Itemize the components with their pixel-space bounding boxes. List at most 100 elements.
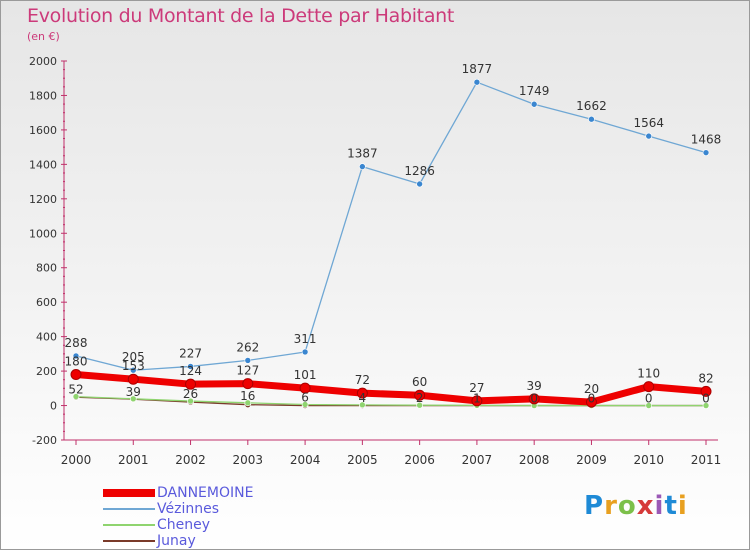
y-tick-label: 1200 xyxy=(29,193,57,206)
data-label: 1387 xyxy=(347,147,378,161)
legend-swatch xyxy=(103,524,155,526)
data-label: 39 xyxy=(126,385,141,399)
data-label: 1286 xyxy=(404,164,435,178)
data-label: 26 xyxy=(183,387,198,401)
x-tick-label: 2000 xyxy=(61,453,92,467)
data-label: 27 xyxy=(469,381,484,395)
data-point xyxy=(645,132,653,140)
data-point xyxy=(72,352,80,360)
data-point xyxy=(301,348,309,356)
data-point xyxy=(244,357,252,364)
data-label: 20 xyxy=(584,382,599,396)
x-tick-label: 2009 xyxy=(576,453,607,467)
x-tick-label: 2008 xyxy=(519,453,550,467)
x-tick-label: 2011 xyxy=(691,453,722,467)
data-point xyxy=(127,373,139,385)
y-tick-label: 800 xyxy=(36,262,57,275)
logo-letter: P xyxy=(584,491,605,521)
logo-letter: i xyxy=(654,491,665,521)
y-tick-label: 1000 xyxy=(29,227,57,240)
chart-subtitle: (en €) xyxy=(27,30,60,43)
data-point xyxy=(416,401,423,409)
data-label: 1 xyxy=(473,391,481,405)
legend-swatch xyxy=(103,508,155,510)
data-label: 4 xyxy=(359,391,367,405)
data-point xyxy=(414,389,426,401)
data-label: 127 xyxy=(236,364,259,378)
y-tick-label: 200 xyxy=(36,365,57,378)
data-label: 1662 xyxy=(576,99,607,113)
data-point xyxy=(359,401,366,409)
data-label: 180 xyxy=(65,355,88,369)
data-label: 60 xyxy=(412,375,427,389)
data-label: 1877 xyxy=(462,62,493,76)
data-point xyxy=(244,399,252,407)
data-point xyxy=(473,78,481,86)
data-point xyxy=(702,149,710,156)
legend-label: DANNEMOINE xyxy=(157,485,254,501)
data-point xyxy=(129,395,137,403)
data-point xyxy=(530,100,538,108)
data-point xyxy=(185,378,197,390)
data-point xyxy=(585,396,597,408)
data-label: 262 xyxy=(236,340,259,354)
data-label: 72 xyxy=(355,373,370,387)
data-label: 205 xyxy=(122,350,145,364)
data-label: 153 xyxy=(122,359,145,373)
chart-title: Evolution du Montant de la Dette par Hab… xyxy=(27,5,455,27)
data-label: 1749 xyxy=(519,84,550,98)
data-point xyxy=(242,378,254,390)
data-point xyxy=(528,393,540,405)
x-tick-label: 2002 xyxy=(175,453,206,467)
series-line-cheney xyxy=(75,395,706,407)
data-label: 101 xyxy=(294,368,317,382)
data-point xyxy=(301,401,309,408)
x-tick-label: 2001 xyxy=(118,453,149,467)
data-label: 39 xyxy=(527,379,542,393)
x-tick-label: 2004 xyxy=(290,453,321,467)
data-point xyxy=(187,397,194,405)
data-label: 52 xyxy=(68,383,83,397)
y-tick-label: 0 xyxy=(50,400,57,413)
series-line-vézinnes xyxy=(75,81,707,371)
data-label: 0 xyxy=(702,392,710,406)
data-point xyxy=(416,180,423,188)
legend-label: Vézinnes xyxy=(157,501,219,517)
data-label: 227 xyxy=(179,346,202,360)
data-label: 288 xyxy=(65,336,88,350)
data-point xyxy=(643,381,655,393)
data-label: 1468 xyxy=(691,133,722,147)
data-point xyxy=(129,366,137,374)
data-point xyxy=(588,115,595,123)
data-label: 0 xyxy=(530,392,538,406)
proxiti-logo: Proxiti xyxy=(584,491,688,521)
legend-label: Junay xyxy=(157,533,196,549)
logo-letter: i xyxy=(677,491,688,521)
logo-letter: t xyxy=(664,491,678,521)
x-tick-label: 2010 xyxy=(633,453,664,467)
data-label: 82 xyxy=(698,371,713,385)
data-label: 1564 xyxy=(633,116,664,130)
data-point xyxy=(702,402,710,409)
data-point xyxy=(645,402,653,409)
logo-letter: o xyxy=(617,491,637,521)
legend-swatch xyxy=(103,489,155,497)
data-label: 0 xyxy=(588,392,596,406)
x-tick-label: 2005 xyxy=(347,453,378,467)
logo-letter: x xyxy=(636,491,655,521)
series-line-dannemoine xyxy=(75,371,707,406)
data-point xyxy=(700,385,712,397)
legend-label: Cheney xyxy=(157,517,211,533)
data-point xyxy=(359,163,366,170)
y-tick-label: 2000 xyxy=(29,55,57,68)
legend-swatch xyxy=(103,540,155,542)
data-label: 110 xyxy=(637,367,660,381)
y-tick-label: 1600 xyxy=(29,124,57,137)
y-tick-label: 600 xyxy=(36,296,57,309)
y-tick-label: 1800 xyxy=(29,89,57,102)
logo-letter: r xyxy=(604,491,618,521)
data-point xyxy=(70,369,82,381)
data-label: 0 xyxy=(645,392,653,406)
